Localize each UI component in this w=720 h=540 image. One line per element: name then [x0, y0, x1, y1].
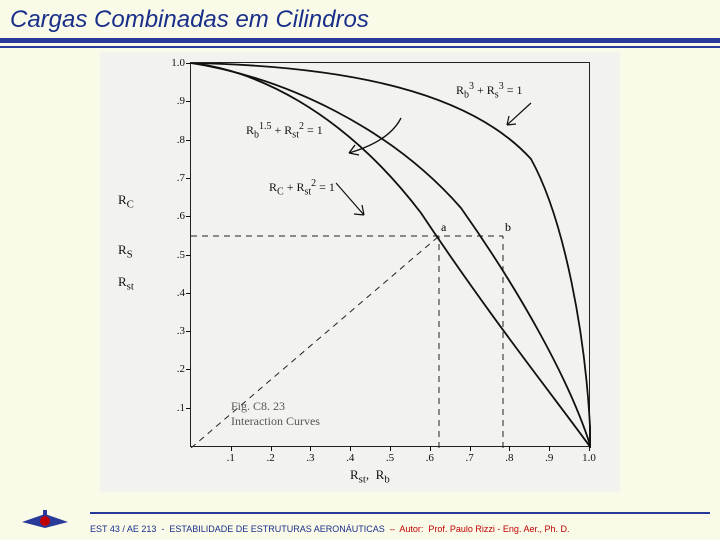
footer-text: EST 43 / AE 213 - ESTABILIDADE DE ESTRUT…: [90, 524, 569, 534]
svg-text:b: b: [505, 220, 511, 234]
chart-container: RC RS Rst 1.0 .9 .8 .7 .6 .5 .4 .3 .2 .1: [0, 48, 720, 492]
title-divider: [0, 38, 720, 48]
curve-label-outer: Rb3 + Rs3 = 1: [456, 81, 522, 100]
x-axis-label: Rst, Rb: [350, 467, 390, 486]
interaction-chart: RC RS Rst 1.0 .9 .8 .7 .6 .5 .4 .3 .2 .1: [100, 52, 620, 492]
svg-text:a: a: [441, 220, 447, 234]
curve-label-middle: Rb1.5 + Rst2 = 1: [246, 121, 323, 140]
footer-subject: ESTABILIDADE DE ESTRUTURAS AERONÁUTICAS: [169, 524, 384, 534]
y-axis-label-rc: RC: [118, 192, 134, 211]
ita-logo-icon: [20, 508, 70, 532]
title-area: Cargas Combinadas em Cilindros: [0, 0, 720, 36]
figure-caption: Fig. C8. 23Interaction Curves: [231, 399, 320, 428]
page-title: Cargas Combinadas em Cilindros: [10, 6, 710, 34]
footer-course: EST 43 / AE 213: [90, 524, 156, 534]
footer-author-label: Autor:: [399, 524, 423, 534]
plot-area: 1.0 .9 .8 .7 .6 .5 .4 .3 .2 .1 .1 .2: [190, 62, 590, 447]
y-axis-label-rs: RS: [118, 242, 133, 261]
footer-divider: [90, 512, 710, 514]
curve-label-inner: RC + Rst2 = 1: [269, 178, 335, 197]
y-axis-label-rst: Rst: [118, 274, 134, 293]
